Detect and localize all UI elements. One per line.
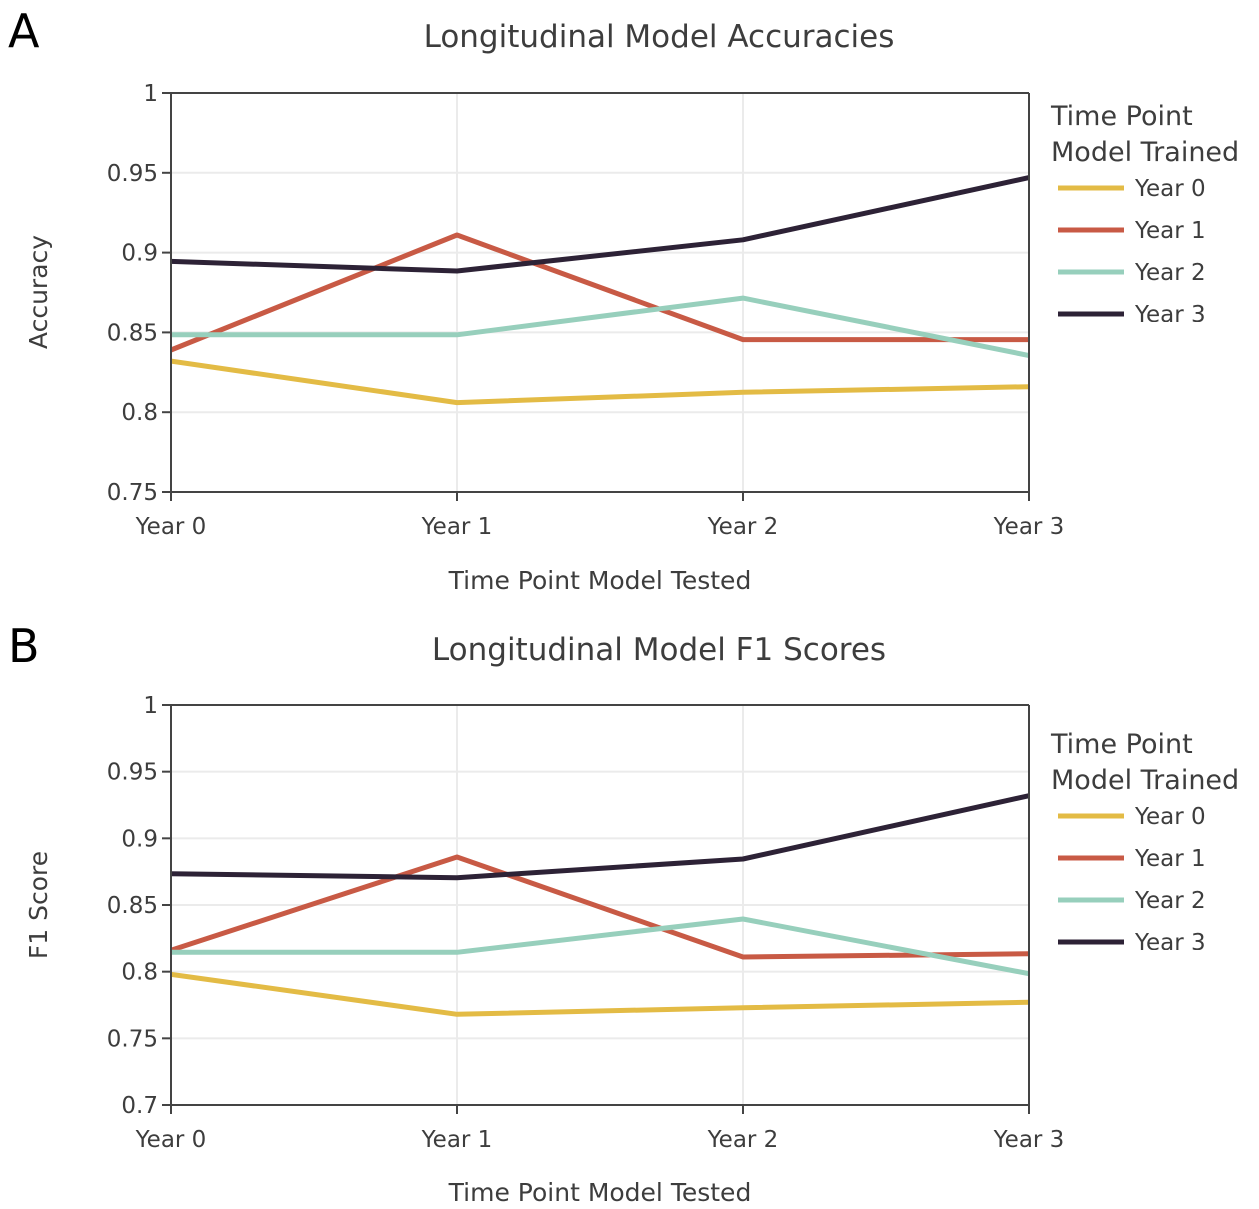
y-tick-label: 0.8 (121, 400, 158, 426)
legend-items: Year 0 Year 1 Year 2 Year 3 (1058, 176, 1206, 328)
y-tick-label: 0.85 (107, 893, 158, 919)
x-tick-label: Year 1 (421, 514, 493, 540)
series-line-year-2 (171, 298, 1029, 355)
y-tick-label: 0.8 (121, 960, 158, 986)
series-line-year-0 (171, 974, 1029, 1014)
legend-items: Year 0 Year 1 Year 2 Year 3 (1058, 804, 1206, 956)
legend-label: Year 3 (1134, 930, 1206, 956)
x-tick-label: Year 0 (135, 1127, 207, 1153)
panel-letter: A (8, 4, 40, 58)
y-tick-label: 0.75 (107, 480, 158, 506)
x-tick-label: Year 2 (707, 514, 779, 540)
legend-label: Year 0 (1134, 176, 1206, 202)
x-axis-title: Time Point Model Tested (448, 1178, 752, 1207)
y-tick-label: 0.7 (121, 1093, 158, 1119)
x-tick-label: Year 3 (993, 1127, 1065, 1153)
x-tick-label: Year 2 (707, 1127, 779, 1153)
series-line-year-3 (171, 796, 1029, 878)
series-line-year-0 (171, 361, 1029, 403)
y-tick-label: 0.75 (107, 1026, 158, 1052)
legend-title: Model Trained (1051, 765, 1239, 796)
panel-a: A Longitudinal Model Accuracies 0.75 0.8 0.8… (8, 4, 1239, 595)
legend-label: Year 0 (1134, 804, 1206, 830)
chart-title: Longitudinal Model F1 Scores (432, 632, 886, 668)
y-tick-label: 0.95 (107, 161, 158, 187)
y-tick-label: 0.85 (107, 320, 158, 346)
x-tick-label: Year 3 (993, 514, 1065, 540)
legend-label: Year 3 (1134, 302, 1206, 328)
legend-label: Year 1 (1134, 846, 1206, 872)
gridlines (171, 93, 1029, 492)
y-axis-title: F1 Score (24, 851, 53, 959)
x-axis-title: Time Point Model Tested (448, 566, 752, 595)
y-tick-label: 1 (143, 693, 158, 719)
y-tick-label: 1 (143, 81, 158, 107)
legend-label: Year 1 (1134, 218, 1206, 244)
legend-title: Model Trained (1051, 137, 1239, 168)
x-tick-label: Year 1 (421, 1127, 493, 1153)
legend-title: Time Point (1050, 101, 1193, 132)
chart-title: Longitudinal Model Accuracies (424, 19, 895, 55)
panel-letter: B (8, 619, 40, 673)
panel-b: B Longitudinal Model F1 Scores 0.7 0.75 0.8 0… (8, 619, 1239, 1207)
y-tick-label: 0.9 (121, 826, 158, 852)
y-tick-label: 0.9 (121, 241, 158, 267)
series-line-year-3 (171, 178, 1029, 271)
series-lines (171, 178, 1029, 403)
x-tick-label: Year 0 (135, 514, 207, 540)
y-axis-title: Accuracy (24, 235, 53, 349)
y-tick-label: 0.95 (107, 760, 158, 786)
series-line-year-1 (171, 857, 1029, 957)
series-line-year-2 (171, 919, 1029, 974)
legend-label: Year 2 (1134, 260, 1206, 286)
legend-title: Time Point (1050, 729, 1193, 760)
legend-label: Year 2 (1134, 888, 1206, 914)
